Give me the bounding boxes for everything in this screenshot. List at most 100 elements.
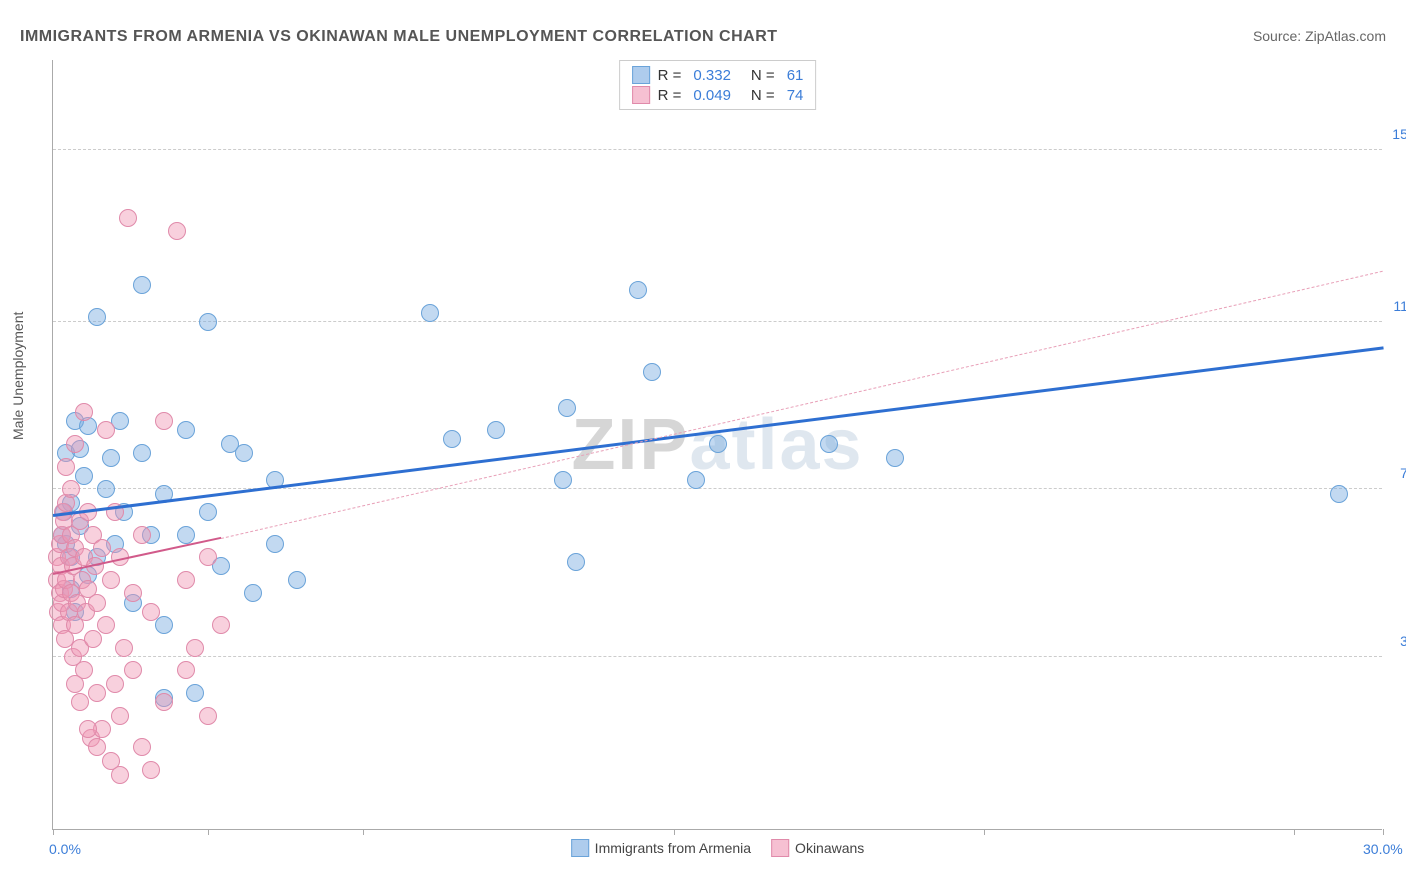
data-point [820,435,838,453]
r-label: R = [658,67,682,84]
data-point [142,603,160,621]
data-point [57,458,75,476]
data-point [115,639,133,657]
data-point [93,539,111,557]
data-point [487,421,505,439]
gridline [53,149,1382,150]
legend-row: R = 0.049 N = 74 [632,85,804,105]
n-label: N = [751,87,775,104]
x-tick [1294,829,1295,835]
data-point [97,480,115,498]
x-tick [363,829,364,835]
data-point [244,584,262,602]
data-point [1330,485,1348,503]
chart-title: IMMIGRANTS FROM ARMENIA VS OKINAWAN MALE… [20,28,778,46]
data-point [421,304,439,322]
data-point [177,421,195,439]
data-point [97,421,115,439]
data-point [111,766,129,784]
data-point [102,449,120,467]
n-value: 74 [787,87,804,104]
data-point [88,738,106,756]
y-axis-label: Male Unemployment [10,312,26,440]
data-point [97,616,115,634]
data-point [133,276,151,294]
data-point [288,571,306,589]
y-tick-label: 11.2% [1393,298,1406,314]
data-point [88,684,106,702]
x-tick [208,829,209,835]
legend-row: R = 0.332 N = 61 [632,65,804,85]
r-value: 0.332 [693,67,731,84]
correlation-legend: R = 0.332 N = 61 R = 0.049 N = 74 [619,60,817,110]
data-point [235,444,253,462]
data-point [155,693,173,711]
data-point [199,548,217,566]
data-point [567,553,585,571]
data-point [133,444,151,462]
y-tick-label: 7.5% [1400,465,1406,481]
legend-swatch [771,839,789,857]
data-point [186,639,204,657]
data-point [102,571,120,589]
data-point [643,363,661,381]
data-point [66,435,84,453]
y-tick-label: 3.8% [1400,633,1406,649]
data-point [84,630,102,648]
data-point [186,684,204,702]
data-point [199,503,217,521]
data-point [75,403,93,421]
data-point [155,616,173,634]
data-point [133,738,151,756]
legend-item: Okinawans [771,839,864,857]
data-point [554,471,572,489]
data-point [168,222,186,240]
x-tick [53,829,54,835]
r-label: R = [658,87,682,104]
n-label: N = [751,67,775,84]
data-point [629,281,647,299]
data-point [75,467,93,485]
data-point [79,720,97,738]
legend-label: Okinawans [795,840,864,856]
data-point [155,412,173,430]
data-point [119,209,137,227]
data-point [443,430,461,448]
data-point [106,675,124,693]
data-point [111,707,129,725]
data-point [709,435,727,453]
data-point [177,661,195,679]
data-point [142,761,160,779]
plot-area: ZIPatlas 3.8%7.5%11.2%15.0%0.0%30.0%R =0… [52,60,1382,830]
data-point [124,661,142,679]
legend-swatch [632,86,650,104]
r-value: 0.049 [693,87,731,104]
legend-swatch [632,66,650,84]
data-point [71,693,89,711]
data-point [88,594,106,612]
legend-item: Immigrants from Armenia [571,839,751,857]
gridline [53,321,1382,322]
trend-line [53,346,1383,516]
data-point [558,399,576,417]
x-tick [984,829,985,835]
gridline [53,656,1382,657]
data-point [177,571,195,589]
data-point [886,449,904,467]
y-tick-label: 15.0% [1392,126,1406,142]
n-value: 61 [787,67,804,84]
data-point [687,471,705,489]
data-point [199,707,217,725]
data-point [212,616,230,634]
series-legend: Immigrants from Armenia Okinawans [571,839,865,857]
data-point [124,584,142,602]
data-point [62,480,80,498]
x-tick [1383,829,1384,835]
x-tick-label: 0.0% [49,841,81,857]
data-point [133,526,151,544]
legend-swatch [571,839,589,857]
data-point [66,675,84,693]
trend-line-extrapolated [221,271,1383,539]
chart-container: IMMIGRANTS FROM ARMENIA VS OKINAWAN MALE… [0,0,1406,892]
legend-label: Immigrants from Armenia [595,840,751,856]
